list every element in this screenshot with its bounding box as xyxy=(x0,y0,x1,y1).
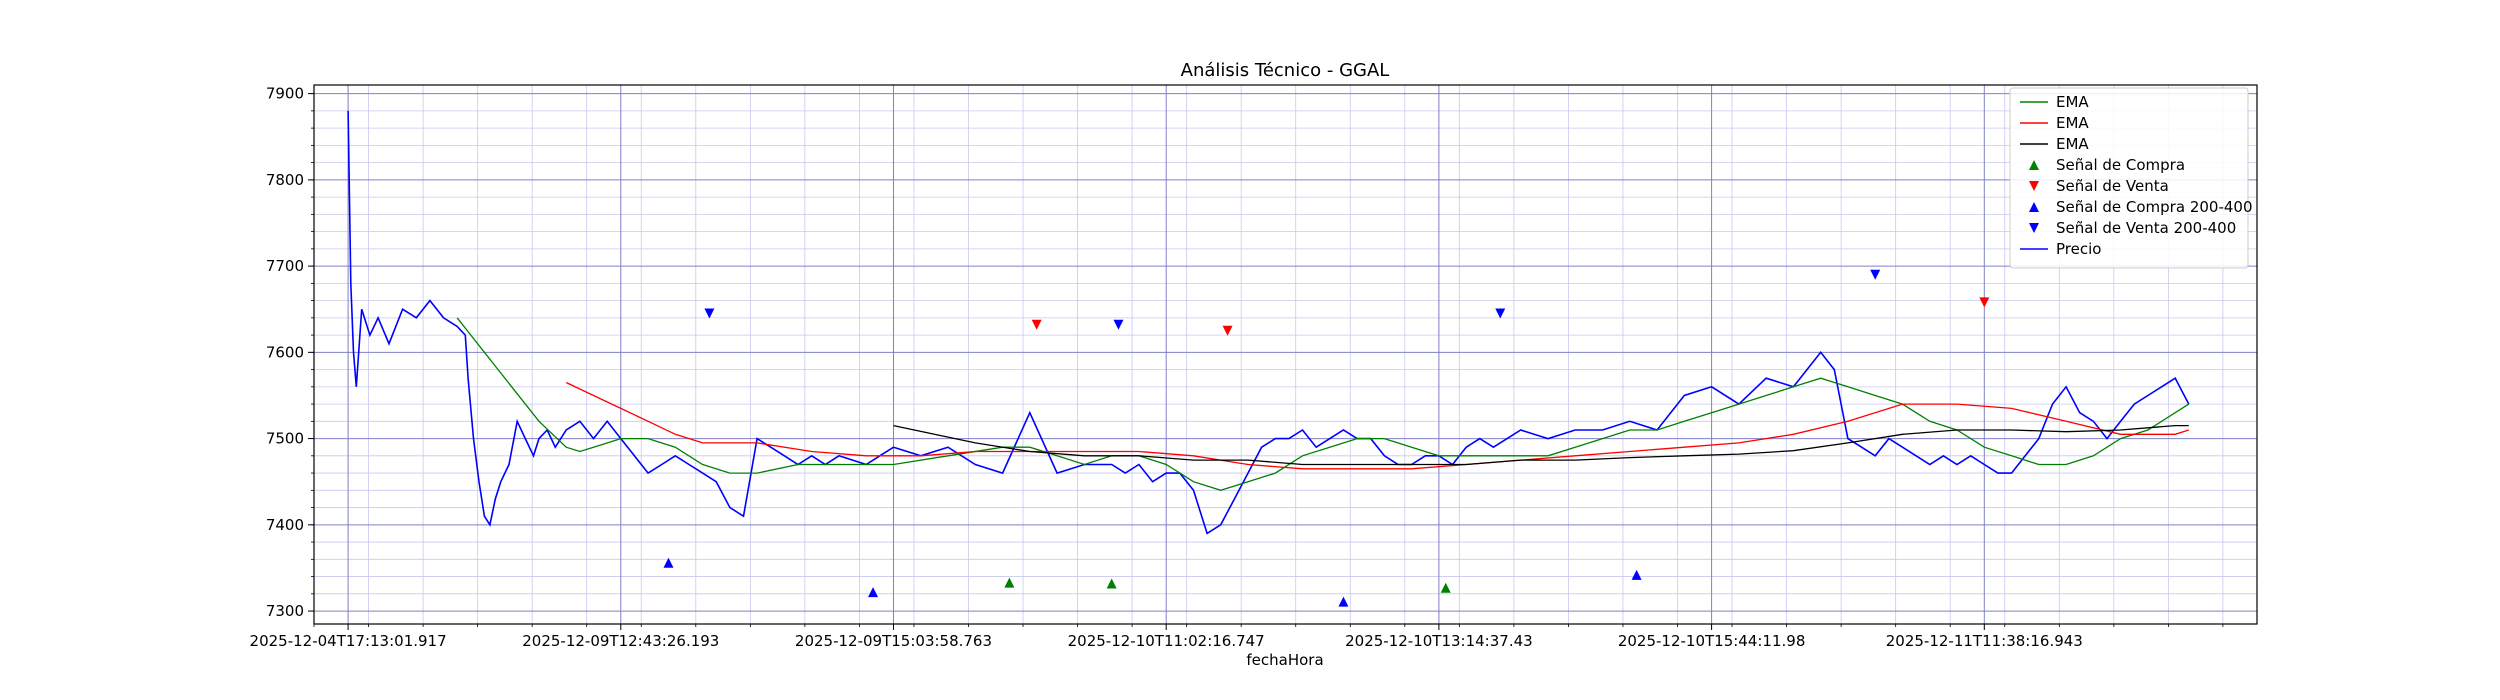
grid-lines xyxy=(313,85,2257,624)
legend-label: EMA xyxy=(2056,114,2089,132)
y-tick-label: 7400 xyxy=(266,516,304,534)
series-line-2 xyxy=(565,381,2189,470)
buy-signal-marker xyxy=(1004,577,1015,588)
buy-signal-marker xyxy=(1440,582,1451,593)
buy-200-400-marker xyxy=(868,587,879,598)
series-line-1 xyxy=(456,317,2190,491)
x-tick-label: 2025-12-09T15:03:58.763 xyxy=(795,632,992,650)
legend-box xyxy=(2009,87,2249,269)
sell-200-400-marker xyxy=(1870,269,1881,280)
legend-label: EMA xyxy=(2056,135,2089,153)
y-tick-label: 7700 xyxy=(266,257,304,275)
y-tick-label: 7900 xyxy=(266,85,304,103)
sell-signal-marker xyxy=(1222,325,1233,336)
sell-200-400-marker xyxy=(704,308,715,319)
signal-markers xyxy=(663,269,1990,607)
legend-swatch-marker xyxy=(2029,223,2039,233)
series-lines xyxy=(347,110,2190,535)
legend-label: Señal de Compra 200-400 xyxy=(2056,198,2253,216)
legend-label: Señal de Venta xyxy=(2056,177,2169,195)
buy-signal-marker xyxy=(1106,578,1117,589)
legend-label: Señal de Venta 200-400 xyxy=(2056,219,2236,237)
legend-swatch-marker xyxy=(2029,181,2039,191)
sell-200-400-marker xyxy=(1495,308,1506,319)
legend-swatch-marker xyxy=(2029,202,2039,212)
legend-label: Precio xyxy=(2056,240,2101,258)
x-tick-label: 2025-12-10T13:14:37.43 xyxy=(1345,632,1533,650)
x-tick-label: 2025-12-10T11:02:16.747 xyxy=(1068,632,1265,650)
series-line-0 xyxy=(347,110,2190,535)
buy-200-400-marker xyxy=(1338,596,1349,607)
chart-title: Análisis Técnico - GGAL xyxy=(1181,60,1390,81)
x-axis-label: fechaHora xyxy=(1246,651,1323,669)
y-tick-label: 7800 xyxy=(266,171,304,189)
sell-200-400-marker xyxy=(1113,319,1124,330)
legend-label: EMA xyxy=(2056,93,2089,111)
y-tick-label: 7500 xyxy=(266,430,304,448)
plot-frame xyxy=(313,84,2258,625)
x-tick-label: 2025-12-11T11:38:16.943 xyxy=(1886,632,2083,650)
legend-label: Señal de Compra xyxy=(2056,156,2185,174)
y-tick-label: 7600 xyxy=(266,343,304,361)
sell-signal-marker xyxy=(1979,297,1990,308)
buy-200-400-marker xyxy=(1631,569,1642,580)
y-tick-label: 7300 xyxy=(266,602,304,620)
sell-signal-marker xyxy=(1031,319,1042,330)
x-tick-label: 2025-12-04T17:13:01.917 xyxy=(250,632,447,650)
x-tick-label: 2025-12-10T15:44:11.98 xyxy=(1618,632,1806,650)
series-line-3 xyxy=(893,424,2189,466)
legend: EMA EMA EMA Señal de Compra Señal de Venta Se… xyxy=(2009,87,2253,269)
y-axis-ticks: 7300 7400 7500 7600 7700 7800 7900 xyxy=(266,85,314,620)
legend-swatch-marker xyxy=(2029,160,2039,170)
x-axis-ticks: 2025-12-04T17:13:01.917 2025-12-09T12:43:… xyxy=(250,624,2224,650)
x-tick-label: 2025-12-09T12:43:26.193 xyxy=(522,632,719,650)
buy-200-400-marker xyxy=(663,557,674,568)
